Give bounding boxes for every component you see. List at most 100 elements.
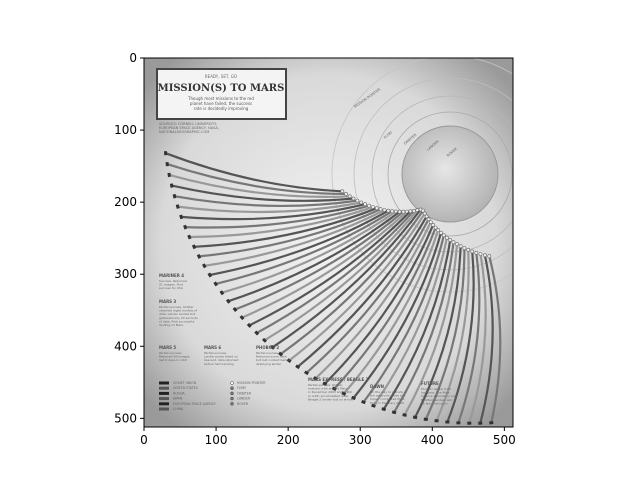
mission-arc bbox=[168, 173, 351, 198]
timeline-tick bbox=[175, 204, 180, 209]
mission-endpoint bbox=[428, 220, 433, 225]
mission-endpoint bbox=[340, 189, 345, 194]
mission-endpoint bbox=[421, 208, 425, 213]
mission-label-text: before hard landing bbox=[204, 362, 234, 366]
poster-image: READY, SET, GO MISSION(S) TO MARS Though… bbox=[144, 58, 513, 427]
mission-label-name: PHOBOS 2 bbox=[256, 345, 279, 350]
timeline-tick bbox=[445, 420, 450, 424]
mission-label-text: 21 images. First bbox=[159, 283, 184, 287]
legend-label: EUROPEAN SPACE AGENCY bbox=[173, 402, 216, 406]
mission-arc bbox=[240, 210, 408, 319]
arc-label: ROVER bbox=[446, 147, 458, 158]
mission-arc bbox=[170, 184, 355, 202]
mission-label-name: MARS EXPRESS / BEAGLE 2 bbox=[308, 377, 369, 382]
mission-label-text: Partial success. bbox=[204, 351, 227, 355]
mission-arc bbox=[342, 229, 440, 395]
legend-marker bbox=[230, 381, 234, 385]
mission-label-text: gathered only 20 seconds bbox=[159, 316, 198, 320]
timeline-tick bbox=[423, 417, 428, 421]
x-axis: 0 100 200 300 400 500 bbox=[140, 427, 516, 447]
y-tick-label: 100 bbox=[114, 123, 137, 137]
y-tick-label: 500 bbox=[114, 411, 137, 425]
timeline-tick bbox=[225, 298, 231, 304]
mission-arc bbox=[164, 152, 344, 193]
mission-label-text: in December 2003 and is still bbox=[308, 390, 352, 394]
legend-label: LANDER bbox=[237, 397, 251, 401]
mission-label-text: On the way to a study of bbox=[370, 390, 408, 394]
mission-endpoint bbox=[466, 247, 471, 252]
mission-label-text: Beagle 2 lander lost on arrival bbox=[308, 397, 353, 401]
mission-arc bbox=[479, 254, 494, 425]
legend-marker bbox=[230, 391, 234, 396]
mission-endpoint bbox=[482, 253, 487, 258]
mission-endpoint bbox=[422, 211, 427, 216]
mission-arc bbox=[362, 234, 445, 404]
mission-label-text: last 9 days in orbit bbox=[159, 358, 188, 362]
legend-swatch bbox=[159, 402, 169, 406]
mission-endpoint bbox=[470, 249, 475, 254]
timeline-tick bbox=[207, 272, 213, 278]
poster-credit: NATIONALGEOGRAPHIC.COM bbox=[159, 130, 209, 134]
mission-label-name: FUTURE bbox=[421, 381, 439, 386]
y-tick-label: 400 bbox=[114, 339, 137, 353]
mission-arc bbox=[208, 209, 390, 277]
mission-endpoint bbox=[344, 191, 348, 196]
mission-endpoint bbox=[351, 196, 356, 201]
legend-label: ORBITER bbox=[237, 391, 252, 395]
timeline-tick bbox=[286, 358, 292, 363]
timeline-tick bbox=[304, 370, 309, 376]
mission-label-text: Returned some data bbox=[256, 355, 287, 359]
mission-arc bbox=[188, 206, 374, 239]
mission-label-text: success for USA bbox=[159, 286, 184, 290]
timeline-tick bbox=[219, 290, 225, 296]
x-tick-label: 300 bbox=[349, 433, 372, 447]
timeline-tick bbox=[163, 151, 168, 156]
mission-arc bbox=[233, 210, 405, 311]
mission-label-text: data. Lander landed but bbox=[159, 312, 196, 316]
mission-arc bbox=[457, 251, 481, 424]
mission-endpoint bbox=[462, 246, 467, 251]
timeline-tick bbox=[371, 403, 376, 408]
mission-arcs bbox=[163, 151, 502, 425]
mission-endpoint bbox=[363, 202, 368, 207]
mission-label-text: of data. First successful bbox=[159, 319, 194, 323]
mission-arc bbox=[333, 226, 437, 390]
mission-arc bbox=[488, 255, 502, 424]
mission-arc bbox=[446, 250, 475, 424]
mission-arc bbox=[271, 208, 422, 349]
mission-label-text: landing on Mars bbox=[159, 323, 183, 327]
timeline-tick bbox=[254, 330, 260, 336]
mission-endpoint bbox=[424, 214, 429, 219]
arc-label: FLYBY bbox=[383, 130, 394, 140]
poster-subhead: planet have failed, the success bbox=[190, 101, 252, 106]
mission-arc bbox=[227, 210, 401, 303]
mission-endpoint bbox=[393, 209, 398, 214]
mission-arc bbox=[382, 238, 452, 411]
timeline-tick bbox=[169, 183, 174, 188]
legend-label: FLYBY bbox=[237, 386, 246, 390]
timeline-tick bbox=[412, 415, 418, 420]
timeline-tick bbox=[478, 421, 483, 425]
mission-endpoint bbox=[367, 203, 371, 208]
mars-planet bbox=[401, 125, 499, 223]
poster-credit: EUROPEAN SPACE AGENCY, NASA, bbox=[159, 126, 219, 130]
mission-arc bbox=[323, 223, 435, 385]
orbit-ring bbox=[371, 95, 513, 253]
mission-endpoint bbox=[426, 217, 431, 222]
mission-endpoint bbox=[448, 238, 453, 242]
mission-arc bbox=[435, 248, 470, 422]
mission-label-text: the asteroids Vesta and bbox=[370, 394, 405, 398]
mission-label-name: MARS 6 bbox=[204, 345, 221, 350]
mission-endpoint bbox=[451, 240, 456, 245]
legend-swatch bbox=[159, 397, 169, 401]
timeline-tick bbox=[434, 419, 439, 423]
mission-arc bbox=[173, 195, 359, 208]
mission-endpoint bbox=[458, 244, 463, 249]
timeline-tick bbox=[179, 214, 184, 220]
mission-arc bbox=[314, 221, 432, 380]
mission-arc bbox=[180, 203, 367, 221]
mission-label-text: descent, data returned bbox=[204, 358, 239, 362]
mission-label-text: Partial success. bbox=[159, 351, 182, 355]
